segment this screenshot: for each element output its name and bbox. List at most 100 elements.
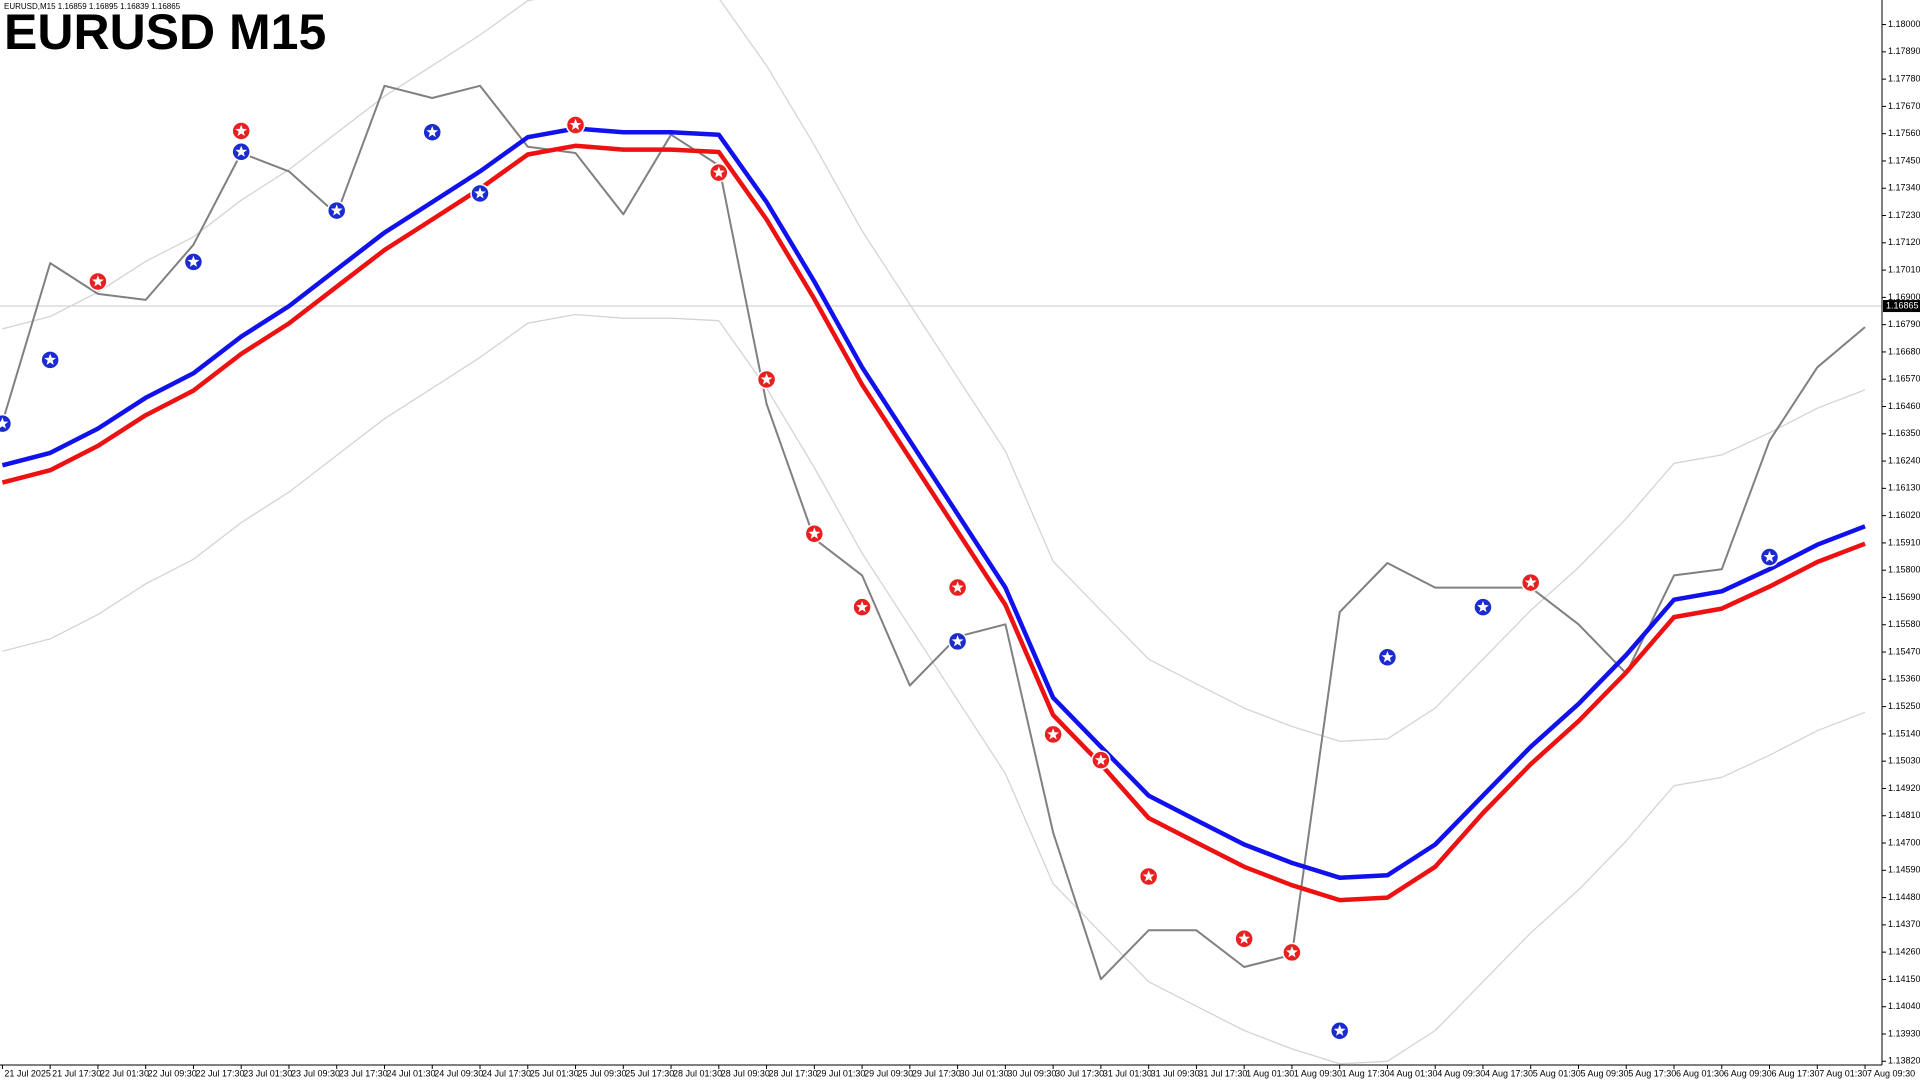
signal-marker	[947, 577, 968, 598]
signal-star	[760, 373, 773, 385]
y-tick-label: 1.18000	[1888, 19, 1920, 29]
signal-marker	[1329, 1021, 1350, 1041]
y-tick-label: 1.17120	[1888, 237, 1920, 247]
y-tick-label: 1.15360	[1888, 674, 1920, 684]
signal-marker	[1234, 929, 1254, 949]
y-tick-label: 1.17670	[1888, 101, 1920, 111]
x-tick-label: 4 Aug 01:30	[1389, 1068, 1437, 1078]
y-tick-label: 1.17780	[1888, 73, 1920, 83]
signal-marker	[1759, 547, 1780, 567]
x-tick-label: 6 Aug 01:30	[1676, 1068, 1724, 1078]
y-tick-label: 1.14920	[1888, 783, 1920, 793]
signal-star	[426, 125, 439, 138]
x-tick-label: 1 Aug 09:30	[1294, 1068, 1342, 1078]
y-tick-label: 1.14150	[1888, 974, 1920, 984]
y-tick-label: 1.14040	[1888, 1001, 1920, 1011]
signal-marker	[231, 142, 251, 162]
x-tick-label: 25 Jul 09:30	[578, 1068, 627, 1078]
signal-star	[187, 255, 200, 267]
y-tick-label: 1.17450	[1888, 155, 1920, 165]
y-tick-label: 1.16350	[1888, 428, 1920, 438]
y-tick-label: 1.16900	[1888, 292, 1920, 302]
signal-star	[1477, 600, 1489, 613]
signal-marker	[231, 121, 251, 141]
y-tick-label: 1.14260	[1888, 947, 1920, 957]
y-tick-label: 1.16020	[1888, 510, 1920, 520]
signal-star	[1047, 728, 1060, 740]
signal-star	[1524, 576, 1537, 588]
y-tick-label: 1.14810	[1888, 810, 1920, 820]
current-price-label: 1.16865	[1886, 300, 1919, 310]
x-tick-label: 5 Aug 01:30	[1533, 1068, 1581, 1078]
x-tick-label: 31 Jul 09:30	[1151, 1068, 1200, 1078]
x-tick-label: 1 Aug 01:30	[1246, 1068, 1294, 1078]
signal-marker	[326, 200, 347, 221]
signal-star	[235, 124, 248, 136]
y-tick-label: 1.15250	[1888, 701, 1920, 711]
y-tick-label: 1.16570	[1888, 374, 1920, 384]
x-tick-label: 21 Jul 2025	[4, 1068, 51, 1078]
x-tick-label: 23 Jul 17:30	[339, 1068, 388, 1078]
signal-star	[235, 145, 248, 157]
x-tick-label: 6 Aug 09:30	[1724, 1068, 1772, 1078]
signal-marker	[756, 369, 777, 390]
signal-marker	[1282, 942, 1302, 963]
x-tick-label: 4 Aug 17:30	[1485, 1068, 1533, 1078]
signal-star	[1238, 932, 1251, 944]
signal-marker	[1043, 724, 1063, 745]
y-tick-label: 1.15470	[1888, 646, 1920, 656]
x-tick-label: 24 Jul 09:30	[434, 1068, 483, 1078]
y-tick-label: 1.15030	[1888, 756, 1920, 766]
signal-star	[951, 635, 964, 647]
y-tick-label: 1.14590	[1888, 865, 1920, 875]
header-info: EURUSD,M15 1.16859 1.16895 1.16839 1.168…	[4, 2, 181, 11]
y-tick-label: 1.15140	[1888, 728, 1920, 738]
price-line	[1, 84, 1866, 981]
signal-marker	[1138, 866, 1159, 887]
x-tick-label: 7 Aug 09:30	[1867, 1068, 1915, 1078]
x-tick-label: 24 Jul 01:30	[386, 1068, 435, 1078]
signal-star	[1286, 946, 1298, 958]
signal-marker	[947, 631, 968, 652]
x-tick-label: 1 Aug 17:30	[1342, 1068, 1390, 1078]
signal-star	[1381, 651, 1394, 663]
y-tick-label: 1.17560	[1888, 128, 1920, 138]
chart-title: EURUSD M15	[4, 4, 326, 60]
ma-line	[1, 126, 1866, 880]
signal-marker	[183, 252, 204, 272]
x-tick-label: 30 Jul 17:30	[1055, 1068, 1104, 1078]
x-tick-label: 22 Jul 01:30	[100, 1068, 149, 1078]
signal-marker	[88, 271, 108, 292]
band-line	[2, 313, 1866, 1065]
signal-marker	[804, 523, 825, 544]
x-tick-label: 30 Jul 01:30	[960, 1068, 1009, 1078]
signal-marker	[1473, 597, 1493, 617]
signal-star	[1763, 550, 1776, 563]
signal-marker	[470, 183, 490, 204]
x-tick-label: 6 Aug 17:30	[1772, 1068, 1820, 1078]
signal-star	[569, 118, 582, 131]
signal-star	[1142, 870, 1155, 882]
x-tick-label: 28 Jul 09:30	[721, 1068, 770, 1078]
x-tick-label: 31 Jul 01:30	[1103, 1068, 1152, 1078]
signal-star	[856, 600, 868, 613]
x-tick-label: 29 Jul 09:30	[864, 1068, 913, 1078]
y-tick-label: 1.15910	[1888, 537, 1920, 547]
signal-star	[474, 187, 486, 199]
x-tick-label: 29 Jul 17:30	[912, 1068, 961, 1078]
x-tick-label: 28 Jul 01:30	[673, 1068, 722, 1078]
signal-marker	[852, 597, 872, 617]
x-tick-label: 23 Jul 01:30	[243, 1068, 292, 1078]
x-tick-label: 30 Jul 09:30	[1007, 1068, 1056, 1078]
y-tick-label: 1.17890	[1888, 46, 1920, 56]
y-tick-label: 1.16790	[1888, 319, 1920, 329]
x-tick-label: 24 Jul 17:30	[482, 1068, 531, 1078]
signal-marker	[40, 350, 60, 370]
signal-marker	[1520, 572, 1541, 593]
signal-star	[0, 417, 9, 429]
x-tick-label: 21 Jul 17:30	[52, 1068, 101, 1078]
y-tick-label: 1.16680	[1888, 346, 1920, 356]
x-tick-label: 25 Jul 01:30	[530, 1068, 579, 1078]
